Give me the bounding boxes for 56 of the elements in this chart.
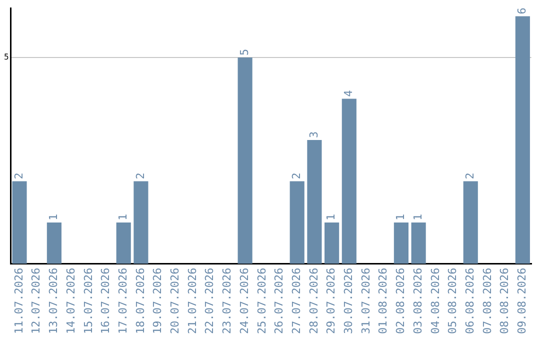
x-tick-label: 22.07.2026 xyxy=(203,268,216,334)
x-tick-label: 31.07.2026 xyxy=(359,268,372,334)
x-tick-label: 18.07.2026 xyxy=(134,268,147,334)
x-tick-label: 17.07.2026 xyxy=(116,268,130,334)
x-tick-label: 16.07.2026 xyxy=(99,268,112,334)
x-tick-label: 09.08.2026 xyxy=(516,268,529,334)
x-tick-label: 05.08.2026 xyxy=(446,268,460,334)
x-tick-label: 06.08.2026 xyxy=(463,268,476,334)
bar xyxy=(394,222,408,264)
x-tick-label: 15.07.2026 xyxy=(82,268,95,334)
x-tick-label: 14.07.2026 xyxy=(64,268,78,334)
bar xyxy=(12,181,27,264)
x-tick-label: 11.07.2026 xyxy=(12,268,26,334)
bar xyxy=(342,98,356,264)
data-label: 1 xyxy=(411,214,424,221)
data-label: 5 xyxy=(238,48,251,56)
data-label: 2 xyxy=(290,172,303,180)
bar xyxy=(134,181,148,264)
data-label: 1 xyxy=(116,214,130,221)
x-tick-label: 29.07.2026 xyxy=(324,268,338,334)
x-tick-label: 07.08.2026 xyxy=(480,268,494,334)
bar xyxy=(116,222,131,264)
bar xyxy=(515,16,530,264)
data-label: 2 xyxy=(463,172,476,180)
x-tick-label: 04.08.2026 xyxy=(428,268,442,334)
data-label: 4 xyxy=(342,90,356,97)
bar xyxy=(324,222,340,264)
x-tick-label: 01.08.2026 xyxy=(376,268,390,334)
x-tick-label: 08.08.2026 xyxy=(498,268,512,334)
bar xyxy=(463,181,478,264)
x-tick-label: 13.07.2026 xyxy=(47,268,60,334)
bar xyxy=(411,222,426,264)
x-tick-label: 20.07.2026 xyxy=(168,268,182,334)
data-label: 1 xyxy=(394,214,408,221)
x-tick-label: 26.07.2026 xyxy=(272,268,286,334)
x-tick-label: 12.07.2026 xyxy=(30,268,43,334)
data-label: 1 xyxy=(324,214,338,221)
x-tick-label: 27.07.2026 xyxy=(290,268,303,334)
x-tick-label: 23.07.2026 xyxy=(220,268,234,334)
x-tick-label: 21.07.2026 xyxy=(186,268,199,334)
x-tick-label: 28.07.2026 xyxy=(307,268,320,334)
bar xyxy=(46,222,62,264)
data-label: 1 xyxy=(47,214,60,221)
data-label: 2 xyxy=(12,172,26,180)
bar xyxy=(290,181,304,264)
x-tick-label: 03.08.2026 xyxy=(411,268,424,334)
data-label: 6 xyxy=(516,8,529,14)
x-tick-label: 25.07.2026 xyxy=(255,268,268,334)
x-tick-label: 19.07.2026 xyxy=(151,268,164,334)
x-tick-label: 30.07.2026 xyxy=(342,268,356,334)
bar xyxy=(238,58,252,264)
data-label: 2 xyxy=(134,172,147,180)
x-tick-label: 02.08.2026 xyxy=(394,268,408,334)
x-tick-label: 24.07.2026 xyxy=(238,268,251,334)
bar xyxy=(307,140,322,264)
data-label: 3 xyxy=(307,131,320,138)
